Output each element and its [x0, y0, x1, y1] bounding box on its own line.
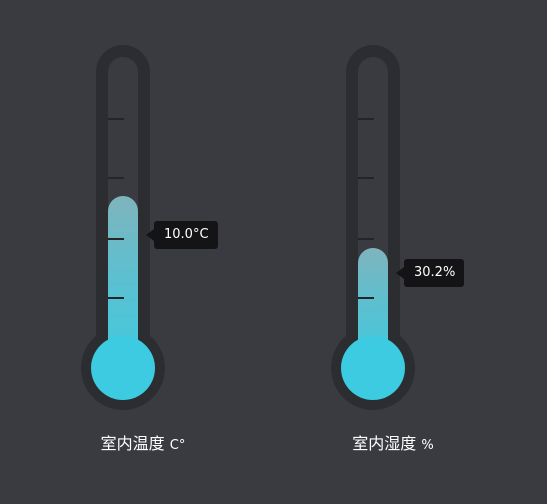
- temperature-unit: C°: [170, 438, 186, 453]
- scale-tick: [108, 297, 124, 299]
- humidity-label-text: 室内湿度: [352, 434, 416, 453]
- humidity-unit: %: [421, 438, 433, 453]
- humidity-gauge: 30.2% 室内湿度 %: [293, 0, 493, 504]
- scale-tick: [108, 118, 124, 120]
- temperature-label-text: 室内温度: [101, 434, 165, 453]
- scale-tick: [358, 297, 374, 299]
- temperature-label: 室内温度 C°: [43, 432, 243, 458]
- temperature-mercury-bulb: [91, 336, 155, 400]
- scale-tick: [358, 177, 374, 179]
- scale-tick: [108, 177, 124, 179]
- scale-tick: [358, 118, 374, 120]
- humidity-mercury-bulb: [341, 336, 405, 400]
- temperature-gauge: 10.0°C 室内温度 C°: [43, 0, 243, 504]
- humidity-value-tooltip: 30.2%: [404, 259, 464, 287]
- temperature-value-tooltip: 10.0°C: [154, 221, 218, 249]
- scale-tick: [108, 238, 124, 240]
- humidity-label: 室内湿度 %: [293, 432, 493, 458]
- scale-tick: [358, 238, 374, 240]
